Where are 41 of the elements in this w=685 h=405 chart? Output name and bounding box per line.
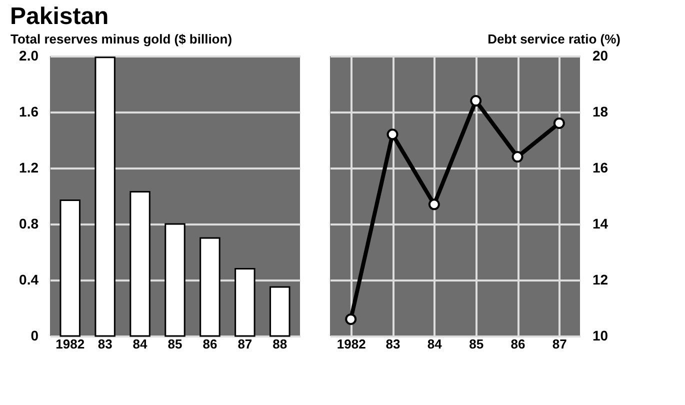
y-tick-label: 18 <box>592 104 608 120</box>
y-tick-label: 0.8 <box>19 216 39 232</box>
bar <box>164 223 186 337</box>
x-tick-label: 85 <box>168 336 182 352</box>
x-tick-label: 86 <box>202 336 218 352</box>
x-tick-label: 83 <box>386 336 400 352</box>
point <box>512 151 524 163</box>
bar <box>130 191 150 337</box>
y-tick-label: 10 <box>592 328 608 344</box>
x-tick-label: 87 <box>552 336 567 352</box>
bar <box>270 286 290 337</box>
x-tick-label: 88 <box>272 336 288 352</box>
y-tick-label: 16 <box>592 160 608 176</box>
bar <box>200 237 220 337</box>
x-tick-label: 1982 <box>336 336 366 352</box>
y-tick-label: 1.6 <box>19 104 39 120</box>
y-tick-label: 20 <box>592 48 608 64</box>
bar <box>94 56 116 337</box>
y-tick-label: 0.4 <box>19 272 39 288</box>
point <box>428 198 440 210</box>
point <box>553 117 565 129</box>
y-tick-label: 14 <box>592 216 608 232</box>
point <box>386 128 398 140</box>
bar <box>234 268 256 337</box>
chart-title: Pakistan <box>10 3 109 30</box>
y-tick-label: 1.2 <box>19 160 39 176</box>
x-tick-label: 84 <box>427 336 443 352</box>
y-tick-label: 0 <box>30 328 39 344</box>
point <box>470 95 482 107</box>
x-tick-label: 87 <box>238 336 252 352</box>
bar <box>60 199 80 337</box>
y-tick-label: 12 <box>592 272 608 288</box>
x-tick-label: 83 <box>98 336 112 352</box>
y-axis-title: Debt service ratio (%) <box>488 32 620 46</box>
x-tick-label: 85 <box>469 336 484 352</box>
y-axis-title: Total reserves minus gold ($ billion) <box>10 32 232 46</box>
y-tick-label: 2.0 <box>19 48 39 64</box>
x-tick-label: 86 <box>510 336 526 352</box>
point <box>345 313 357 325</box>
x-tick-label: 1982 <box>56 336 85 352</box>
x-tick-label: 84 <box>132 336 148 352</box>
